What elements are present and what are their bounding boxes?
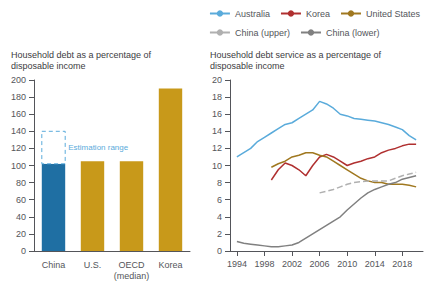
svg-text:2002: 2002 bbox=[282, 259, 302, 269]
svg-text:2014: 2014 bbox=[365, 259, 385, 269]
svg-text:200: 200 bbox=[11, 75, 26, 85]
svg-text:10: 10 bbox=[212, 161, 222, 171]
svg-text:2006: 2006 bbox=[310, 259, 330, 269]
svg-text:20: 20 bbox=[212, 75, 222, 85]
svg-text:2018: 2018 bbox=[392, 259, 412, 269]
svg-text:60: 60 bbox=[16, 195, 26, 205]
svg-text:Australia: Australia bbox=[235, 9, 270, 19]
svg-text:20: 20 bbox=[16, 229, 26, 239]
svg-text:2: 2 bbox=[217, 229, 222, 239]
svg-text:0: 0 bbox=[21, 246, 26, 256]
svg-text:14: 14 bbox=[212, 126, 222, 136]
svg-text:China (lower): China (lower) bbox=[326, 28, 380, 38]
svg-text:160: 160 bbox=[11, 109, 26, 119]
svg-text:Korea: Korea bbox=[306, 9, 330, 19]
svg-text:disposable income: disposable income bbox=[11, 61, 86, 71]
svg-text:8: 8 bbox=[217, 178, 222, 188]
svg-text:United States: United States bbox=[366, 9, 421, 19]
svg-text:Korea: Korea bbox=[158, 260, 182, 270]
svg-text:U.S.: U.S. bbox=[84, 260, 102, 270]
svg-text:80: 80 bbox=[16, 178, 26, 188]
svg-text:1994: 1994 bbox=[227, 259, 247, 269]
svg-text:China: China bbox=[42, 260, 66, 270]
svg-text:40: 40 bbox=[16, 212, 26, 222]
svg-text:China (upper): China (upper) bbox=[235, 28, 290, 38]
svg-text:140: 140 bbox=[11, 126, 26, 136]
svg-text:Household debt service as a pe: Household debt service as a percentage o… bbox=[210, 50, 382, 60]
svg-text:(median): (median) bbox=[114, 271, 150, 281]
svg-text:12: 12 bbox=[212, 143, 222, 153]
svg-text:100: 100 bbox=[11, 161, 26, 171]
svg-text:1998: 1998 bbox=[254, 259, 274, 269]
svg-text:120: 120 bbox=[11, 143, 26, 153]
svg-text:Estimation range: Estimation range bbox=[68, 143, 129, 152]
svg-text:6: 6 bbox=[217, 195, 222, 205]
svg-text:disposable income: disposable income bbox=[210, 61, 285, 71]
svg-text:180: 180 bbox=[11, 92, 26, 102]
svg-text:2010: 2010 bbox=[337, 259, 357, 269]
svg-text:0: 0 bbox=[217, 246, 222, 256]
svg-text:16: 16 bbox=[212, 109, 222, 119]
svg-text:Household debt as a percentage: Household debt as a percentage of bbox=[11, 50, 152, 60]
svg-text:OECD: OECD bbox=[118, 260, 145, 270]
svg-text:18: 18 bbox=[212, 92, 222, 102]
svg-text:4: 4 bbox=[217, 212, 222, 222]
